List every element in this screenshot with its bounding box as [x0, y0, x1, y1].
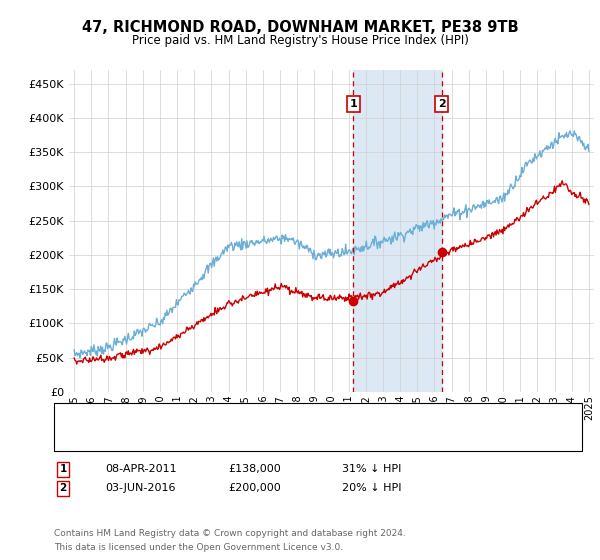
Bar [353, 70, 442, 392]
Text: 1: 1 [59, 464, 67, 474]
Text: 2: 2 [59, 483, 67, 493]
Text: Price paid vs. HM Land Registry's House Price Index (HPI): Price paid vs. HM Land Registry's House … [131, 34, 469, 46]
Text: HPI: Average price, detached house, King's Lynn and West Norfolk: HPI: Average price, detached house, King… [105, 434, 449, 444]
Text: 1: 1 [349, 99, 357, 109]
Text: 31% ↓ HPI: 31% ↓ HPI [342, 464, 401, 474]
Text: ———: ——— [69, 410, 91, 423]
Text: 03-JUN-2016: 03-JUN-2016 [105, 483, 176, 493]
Text: 47, RICHMOND ROAD, DOWNHAM MARKET, PE38 9TB (detached house): 47, RICHMOND ROAD, DOWNHAM MARKET, PE38 … [105, 412, 478, 422]
Text: Contains HM Land Registry data © Crown copyright and database right 2024.: Contains HM Land Registry data © Crown c… [54, 529, 406, 538]
Text: ———: ——— [69, 432, 91, 445]
Text: 47, RICHMOND ROAD, DOWNHAM MARKET, PE38 9TB: 47, RICHMOND ROAD, DOWNHAM MARKET, PE38 … [82, 20, 518, 35]
Text: £200,000: £200,000 [228, 483, 281, 493]
Text: This data is licensed under the Open Government Licence v3.0.: This data is licensed under the Open Gov… [54, 543, 343, 552]
Text: 08-APR-2011: 08-APR-2011 [105, 464, 176, 474]
Text: 20% ↓ HPI: 20% ↓ HPI [342, 483, 401, 493]
Text: £138,000: £138,000 [228, 464, 281, 474]
Text: 2: 2 [438, 99, 446, 109]
